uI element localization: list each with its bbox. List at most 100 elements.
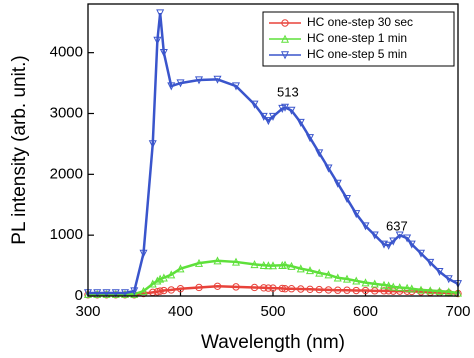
x-axis-label: Wavelength (nm)	[201, 332, 345, 353]
legend-label: HC one-step 5 min	[307, 47, 407, 61]
marker	[395, 283, 404, 292]
marker	[280, 34, 290, 43]
marker	[426, 258, 435, 267]
marker	[176, 264, 185, 273]
y-tick-label: 2000	[50, 165, 83, 182]
marker	[370, 231, 379, 240]
marker	[389, 237, 398, 246]
marker	[102, 289, 111, 298]
marker	[352, 210, 361, 219]
marker	[159, 48, 168, 57]
marker	[194, 258, 204, 267]
marker	[395, 231, 404, 240]
marker	[278, 284, 286, 293]
marker	[343, 286, 351, 294]
marker	[334, 286, 342, 294]
marker	[435, 286, 444, 295]
marker	[379, 240, 389, 249]
marker	[120, 289, 130, 298]
plot-frame	[87, 3, 459, 297]
marker	[264, 261, 273, 270]
marker	[403, 234, 412, 243]
marker	[130, 289, 139, 298]
marker	[315, 149, 324, 158]
marker	[324, 286, 333, 294]
marker	[342, 274, 352, 283]
legend-label: HC one-step 1 min	[307, 31, 407, 45]
marker	[324, 164, 333, 173]
marker	[384, 281, 393, 290]
marker	[352, 286, 360, 295]
marker	[306, 285, 314, 294]
marker	[305, 134, 315, 143]
marker	[315, 268, 324, 277]
x-tick-label: 400	[168, 303, 193, 320]
marker	[268, 261, 278, 270]
marker	[444, 275, 453, 284]
marker	[280, 51, 290, 60]
marker	[264, 117, 273, 126]
marker	[156, 287, 164, 295]
marker	[213, 256, 222, 265]
marker	[444, 287, 453, 296]
marker	[260, 284, 268, 292]
marker	[281, 103, 290, 112]
marker	[232, 283, 240, 291]
y-tick-label: 1000	[50, 226, 83, 243]
marker	[111, 289, 120, 298]
marker	[269, 284, 277, 292]
series-line	[88, 259, 459, 296]
marker	[296, 264, 305, 273]
marker	[416, 285, 426, 294]
marker	[160, 286, 168, 295]
marker	[167, 270, 176, 279]
marker	[361, 222, 370, 231]
marker	[153, 276, 162, 285]
marker	[153, 36, 162, 45]
marker	[384, 241, 393, 250]
marker	[259, 260, 268, 269]
annotation: 637	[386, 218, 408, 233]
marker	[213, 282, 222, 290]
marker	[352, 276, 361, 285]
marker	[231, 82, 241, 91]
marker	[407, 284, 416, 293]
marker	[281, 19, 289, 27]
marker	[148, 140, 157, 149]
marker	[417, 288, 425, 296]
marker	[287, 106, 296, 115]
marker	[156, 9, 165, 18]
marker	[371, 287, 379, 295]
marker	[333, 273, 342, 282]
x-tick-label: 600	[353, 303, 378, 320]
marker	[287, 285, 296, 293]
marker	[139, 286, 148, 295]
marker	[296, 118, 305, 127]
marker	[370, 279, 379, 288]
x-tick-label: 300	[75, 303, 100, 320]
marker	[389, 282, 398, 291]
y-tick-label: 3000	[50, 104, 83, 121]
marker	[384, 287, 393, 295]
marker	[167, 286, 175, 294]
marker	[250, 100, 259, 109]
marker	[403, 283, 412, 292]
marker	[281, 260, 290, 269]
x-tick-label: 700	[445, 303, 470, 320]
marker	[250, 283, 259, 292]
marker	[435, 267, 444, 276]
y-axis-label: PL intensity (arb. unit.)	[9, 55, 30, 244]
marker	[416, 249, 426, 258]
marker	[324, 270, 333, 279]
marker	[305, 266, 315, 275]
marker	[231, 257, 241, 266]
marker	[130, 287, 139, 296]
marker	[93, 289, 102, 298]
marker	[297, 285, 305, 293]
marker	[315, 285, 323, 294]
marker	[250, 260, 259, 269]
marker	[407, 240, 416, 249]
marker	[342, 194, 352, 203]
marker	[380, 287, 388, 295]
